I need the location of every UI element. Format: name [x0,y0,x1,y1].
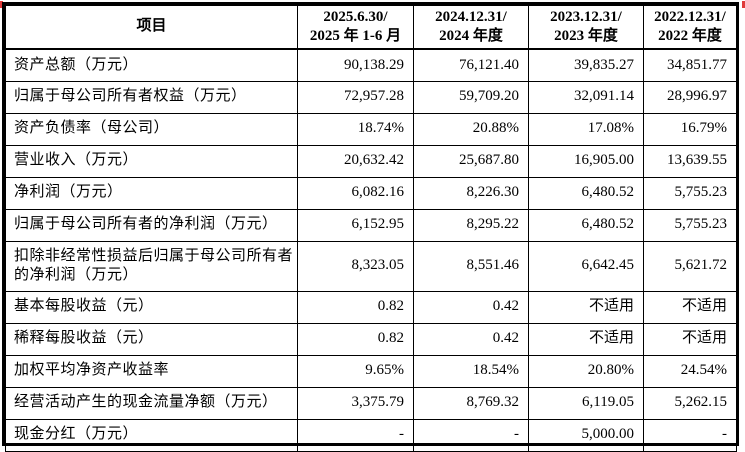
row-label: 归属于母公司所有者的净利润（万元） [5,208,298,242]
value-cell: - [297,418,414,452]
value-cell: 5,000.00 [528,418,644,452]
row-label: 资产总额（万元） [5,48,298,82]
value-cell: 8,295.22 [413,208,529,242]
value-cell: 13,639.55 [643,144,737,178]
value-cell: 9.65% [297,354,414,388]
table-row-deducted-net-profit: 扣除非经常性损益后归属于母公司所有者的净利润（万元） 8,323.05 8,55… [5,240,737,292]
table-row-operating-cash-flow: 经营活动产生的现金流量净额（万元） 3,375.79 8,769.32 6,11… [5,386,737,420]
value-cell: 20,632.42 [297,144,414,178]
column-header-period-2022: 2022.12.31/ 2022 年度 [643,5,737,50]
table-row-debt-ratio: 资产负债率（母公司） 18.74% 20.88% 17.08% 16.79% [5,112,737,146]
column-header-period-2024: 2024.12.31/ 2024 年度 [413,5,529,50]
period-line2: 2022 年度 [658,28,722,44]
period-line2: 2025 年 1-6 月 [309,28,402,44]
row-label: 经营活动产生的现金流量净额（万元） [5,386,298,420]
row-label: 净利润（万元） [5,176,298,210]
value-cell: 32,091.14 [528,80,644,114]
value-cell: 5,262.15 [643,386,737,420]
value-cell: 0.82 [297,290,414,324]
period-line2: 2023 年度 [554,28,618,44]
value-cell: 不适用 [528,322,644,356]
value-cell: 3,375.79 [297,386,414,420]
value-cell: 18.54% [413,354,529,388]
value-cell: 8,769.32 [413,386,529,420]
value-cell: 5,621.72 [643,240,737,292]
value-cell: 5,755.23 [643,208,737,242]
value-cell: 39,835.27 [528,48,644,82]
value-cell: 16.79% [643,112,737,146]
value-cell: 59,709.20 [413,80,529,114]
column-header-item-label: 项目 [136,18,167,35]
table-row-weighted-roe: 加权平均净资产收益率 9.65% 18.54% 20.80% 24.54% [5,354,737,388]
value-cell: 76,121.40 [413,48,529,82]
table-row-revenue: 营业收入（万元） 20,632.42 25,687.80 16,905.00 1… [5,144,737,178]
table-row-basic-eps: 基本每股收益（元） 0.82 0.42 不适用 不适用 [5,290,737,324]
value-cell: 0.42 [413,322,529,356]
value-cell: 34,851.77 [643,48,737,82]
row-label: 稀释每股收益（元） [5,322,298,356]
row-label: 扣除非经常性损益后归属于母公司所有者的净利润（万元） [5,240,298,292]
period-line1: 2025.6.30/ [323,8,388,25]
table-row-parent-net-profit: 归属于母公司所有者的净利润（万元） 6,152.95 8,295.22 6,48… [5,208,737,242]
row-label: 加权平均净资产收益率 [5,354,298,388]
value-cell: 5,755.23 [643,176,737,210]
value-cell: 72,957.28 [297,80,414,114]
header-row: 项目 2025.6.30/ 2025 年 1-6 月 2024.12.31/ 2… [5,5,737,50]
value-cell: 28,996.97 [643,80,737,114]
value-cell: 8,226.30 [413,176,529,210]
row-label: 现金分红（万元） [5,418,298,452]
value-cell: 0.82 [297,322,414,356]
period-line1: 2023.12.31/ [550,8,622,25]
value-cell: 6,480.52 [528,208,644,242]
value-cell: 25,687.80 [413,144,529,178]
column-header-period-2025: 2025.6.30/ 2025 年 1-6 月 [297,5,414,50]
financial-summary-table: 项目 2025.6.30/ 2025 年 1-6 月 2024.12.31/ 2… [5,5,737,452]
value-cell: 17.08% [528,112,644,146]
value-cell: 6,082.16 [297,176,414,210]
row-label: 归属于母公司所有者权益（万元） [5,80,298,114]
row-label: 基本每股收益（元） [5,290,298,324]
table-row-diluted-eps: 稀释每股收益（元） 0.82 0.42 不适用 不适用 [5,322,737,356]
value-cell: 90,138.29 [297,48,414,82]
period-line1: 2024.12.31/ [435,8,507,25]
row-label: 营业收入（万元） [5,144,298,178]
table-row-parent-equity: 归属于母公司所有者权益（万元） 72,957.28 59,709.20 32,0… [5,80,737,114]
value-cell: 6,642.45 [528,240,644,292]
value-cell: 24.54% [643,354,737,388]
column-header-item: 项目 [5,5,298,50]
value-cell: 6,152.95 [297,208,414,242]
value-cell: 20.80% [528,354,644,388]
value-cell: 不适用 [643,290,737,324]
period-line1: 2022.12.31/ [654,8,726,25]
value-cell: - [643,418,737,452]
value-cell: 6,480.52 [528,176,644,210]
value-cell: 8,323.05 [297,240,414,292]
value-cell: 20.88% [413,112,529,146]
value-cell: 0.42 [413,290,529,324]
value-cell: - [413,418,529,452]
value-cell: 不适用 [528,290,644,324]
table-row-cash-dividend: 现金分红（万元） - - 5,000.00 - [5,418,737,452]
value-cell: 6,119.05 [528,386,644,420]
value-cell: 不适用 [643,322,737,356]
screenshot-crop-mark-right [742,1,745,8]
table-row-total-assets: 资产总额（万元） 90,138.29 76,121.40 39,835.27 3… [5,48,737,82]
period-line2: 2024 年度 [439,28,503,44]
table-row-net-profit: 净利润（万元） 6,082.16 8,226.30 6,480.52 5,755… [5,176,737,210]
column-header-period-2023: 2023.12.31/ 2023 年度 [528,5,644,50]
value-cell: 8,551.46 [413,240,529,292]
value-cell: 16,905.00 [528,144,644,178]
row-label: 资产负债率（母公司） [5,112,298,146]
screenshot-crop-mark-left [0,1,3,8]
value-cell: 18.74% [297,112,414,146]
